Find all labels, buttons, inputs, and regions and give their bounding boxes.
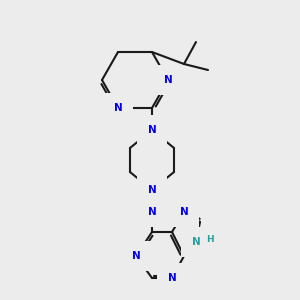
Text: N: N [164,75,172,85]
Text: N: N [192,237,200,247]
Text: H: H [206,236,214,244]
Text: N: N [148,185,156,195]
Text: N: N [148,125,156,135]
Text: N: N [148,207,156,217]
Text: N: N [132,251,140,261]
Text: N: N [168,273,176,283]
Text: N: N [114,103,122,113]
Text: N: N [180,207,188,217]
